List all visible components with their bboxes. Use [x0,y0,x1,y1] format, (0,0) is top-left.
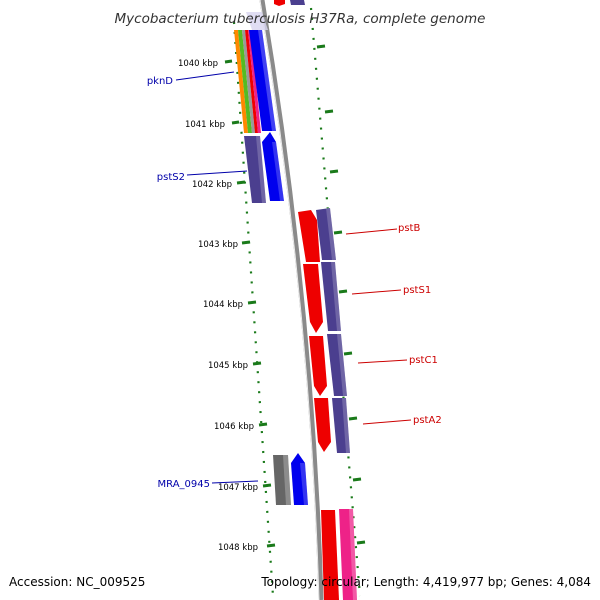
feature-pstC1-purple-sheen [337,334,347,396]
outer-ticks [316,44,366,545]
pknD-halo [246,12,268,30]
feature-pstS2-sheen [256,136,266,203]
feature-pstB-purple[interactable] [316,208,336,260]
tick-1048 [266,543,276,548]
kbp-labels: 1040 kbp 1041 kbp 1042 kbp 1043 kbp 1044… [178,59,258,553]
tick-1044 [247,300,257,305]
feature-pstC1-red[interactable] [309,336,327,396]
feature-bottom-pink-sheen [349,509,357,600]
feature-bottom-pink[interactable] [339,509,357,600]
feature-pstS2-blue-sheen [272,142,284,201]
feature-pknD-red[interactable] [245,30,258,133]
gene-label-pstS2[interactable]: pstS2 [157,172,185,183]
kbp-label-1046: 1046 kbp [214,422,254,432]
feature-MRA_0945-gray[interactable] [273,455,291,505]
gene-label-pstS1[interactable]: pstS1 [403,285,431,296]
feature-pknD-pink[interactable] [248,30,261,133]
kbp-label-1045: 1045 kbp [208,361,248,371]
feature-MRA_0945-blue-sheen [300,463,308,505]
tick-1045 [252,361,262,366]
kbp-label-1048: 1048 kbp [218,543,258,553]
feature-pknD-green[interactable] [238,30,252,133]
feature-pstC1-purple[interactable] [327,334,347,396]
outer-right-dotted-track [309,7,362,597]
feature-pknD[interactable] [249,30,276,131]
feature-pknD-orange[interactable] [234,30,248,133]
backbone-highlight [259,0,320,600]
feature-MRA_0945-blue[interactable] [291,453,308,505]
feature-pstB-purple-sheen [326,208,336,260]
feature-pstA2-red[interactable] [314,398,331,452]
kbp-label-1041: 1041 kbp [185,120,225,130]
gene-label-pstA2[interactable]: pstA2 [413,415,442,426]
feature-pstS1-purple[interactable] [321,262,341,331]
tick-1046 [258,422,268,427]
tick-1047 [262,483,272,488]
gene-label-MRA_0945[interactable]: MRA_0945 [158,479,210,490]
kbp-label-1043: 1043 kbp [198,240,238,250]
gene-label-pknD[interactable]: pknD [147,76,173,87]
map-title: Mycobacterium tuberculosis H37Ra, comple… [115,11,486,27]
feature-pstS1-purple-sheen [331,262,341,331]
gene-label-pstB[interactable]: pstB [398,223,420,234]
kbp-label-1042: 1042 kbp [192,180,232,190]
feature-pstA2-purple-sheen [342,398,350,453]
kbp-ticks [224,59,276,548]
tick-1042 [236,180,246,185]
gene-label-pstC1[interactable]: pstC1 [409,355,438,366]
genome-backbone [259,0,324,600]
feature-MRA_0945-gray-sheen [283,455,291,505]
feature-bottom-red[interactable] [321,510,339,600]
feature-top-purple[interactable] [290,0,305,5]
right-label-connectors [345,228,412,425]
kbp-label-1044: 1044 kbp [203,300,243,310]
feature-pstS2-blue[interactable] [262,132,284,201]
feature-pknD-sheen [258,30,276,131]
feature-pstB-red[interactable] [298,210,320,262]
kbp-label-1047: 1047 kbp [218,483,258,493]
tick-1043 [241,240,251,245]
feature-pknD-gray[interactable] [242,30,255,133]
feature-pstS1-red[interactable] [303,264,323,333]
tick-1041 [231,120,240,125]
kbp-label-1040: 1040 kbp [178,59,218,69]
feature-top-red[interactable] [274,0,285,6]
left-label-connectors [175,71,259,484]
tick-1040 [224,59,233,64]
feature-pstS2[interactable] [244,136,266,203]
feature-pstA2-purple[interactable] [332,398,350,453]
accession-text: Accession: NC_009525 [9,575,145,589]
genome-stats-text: Topology: circular; Length: 4,419,977 bp… [260,575,591,589]
